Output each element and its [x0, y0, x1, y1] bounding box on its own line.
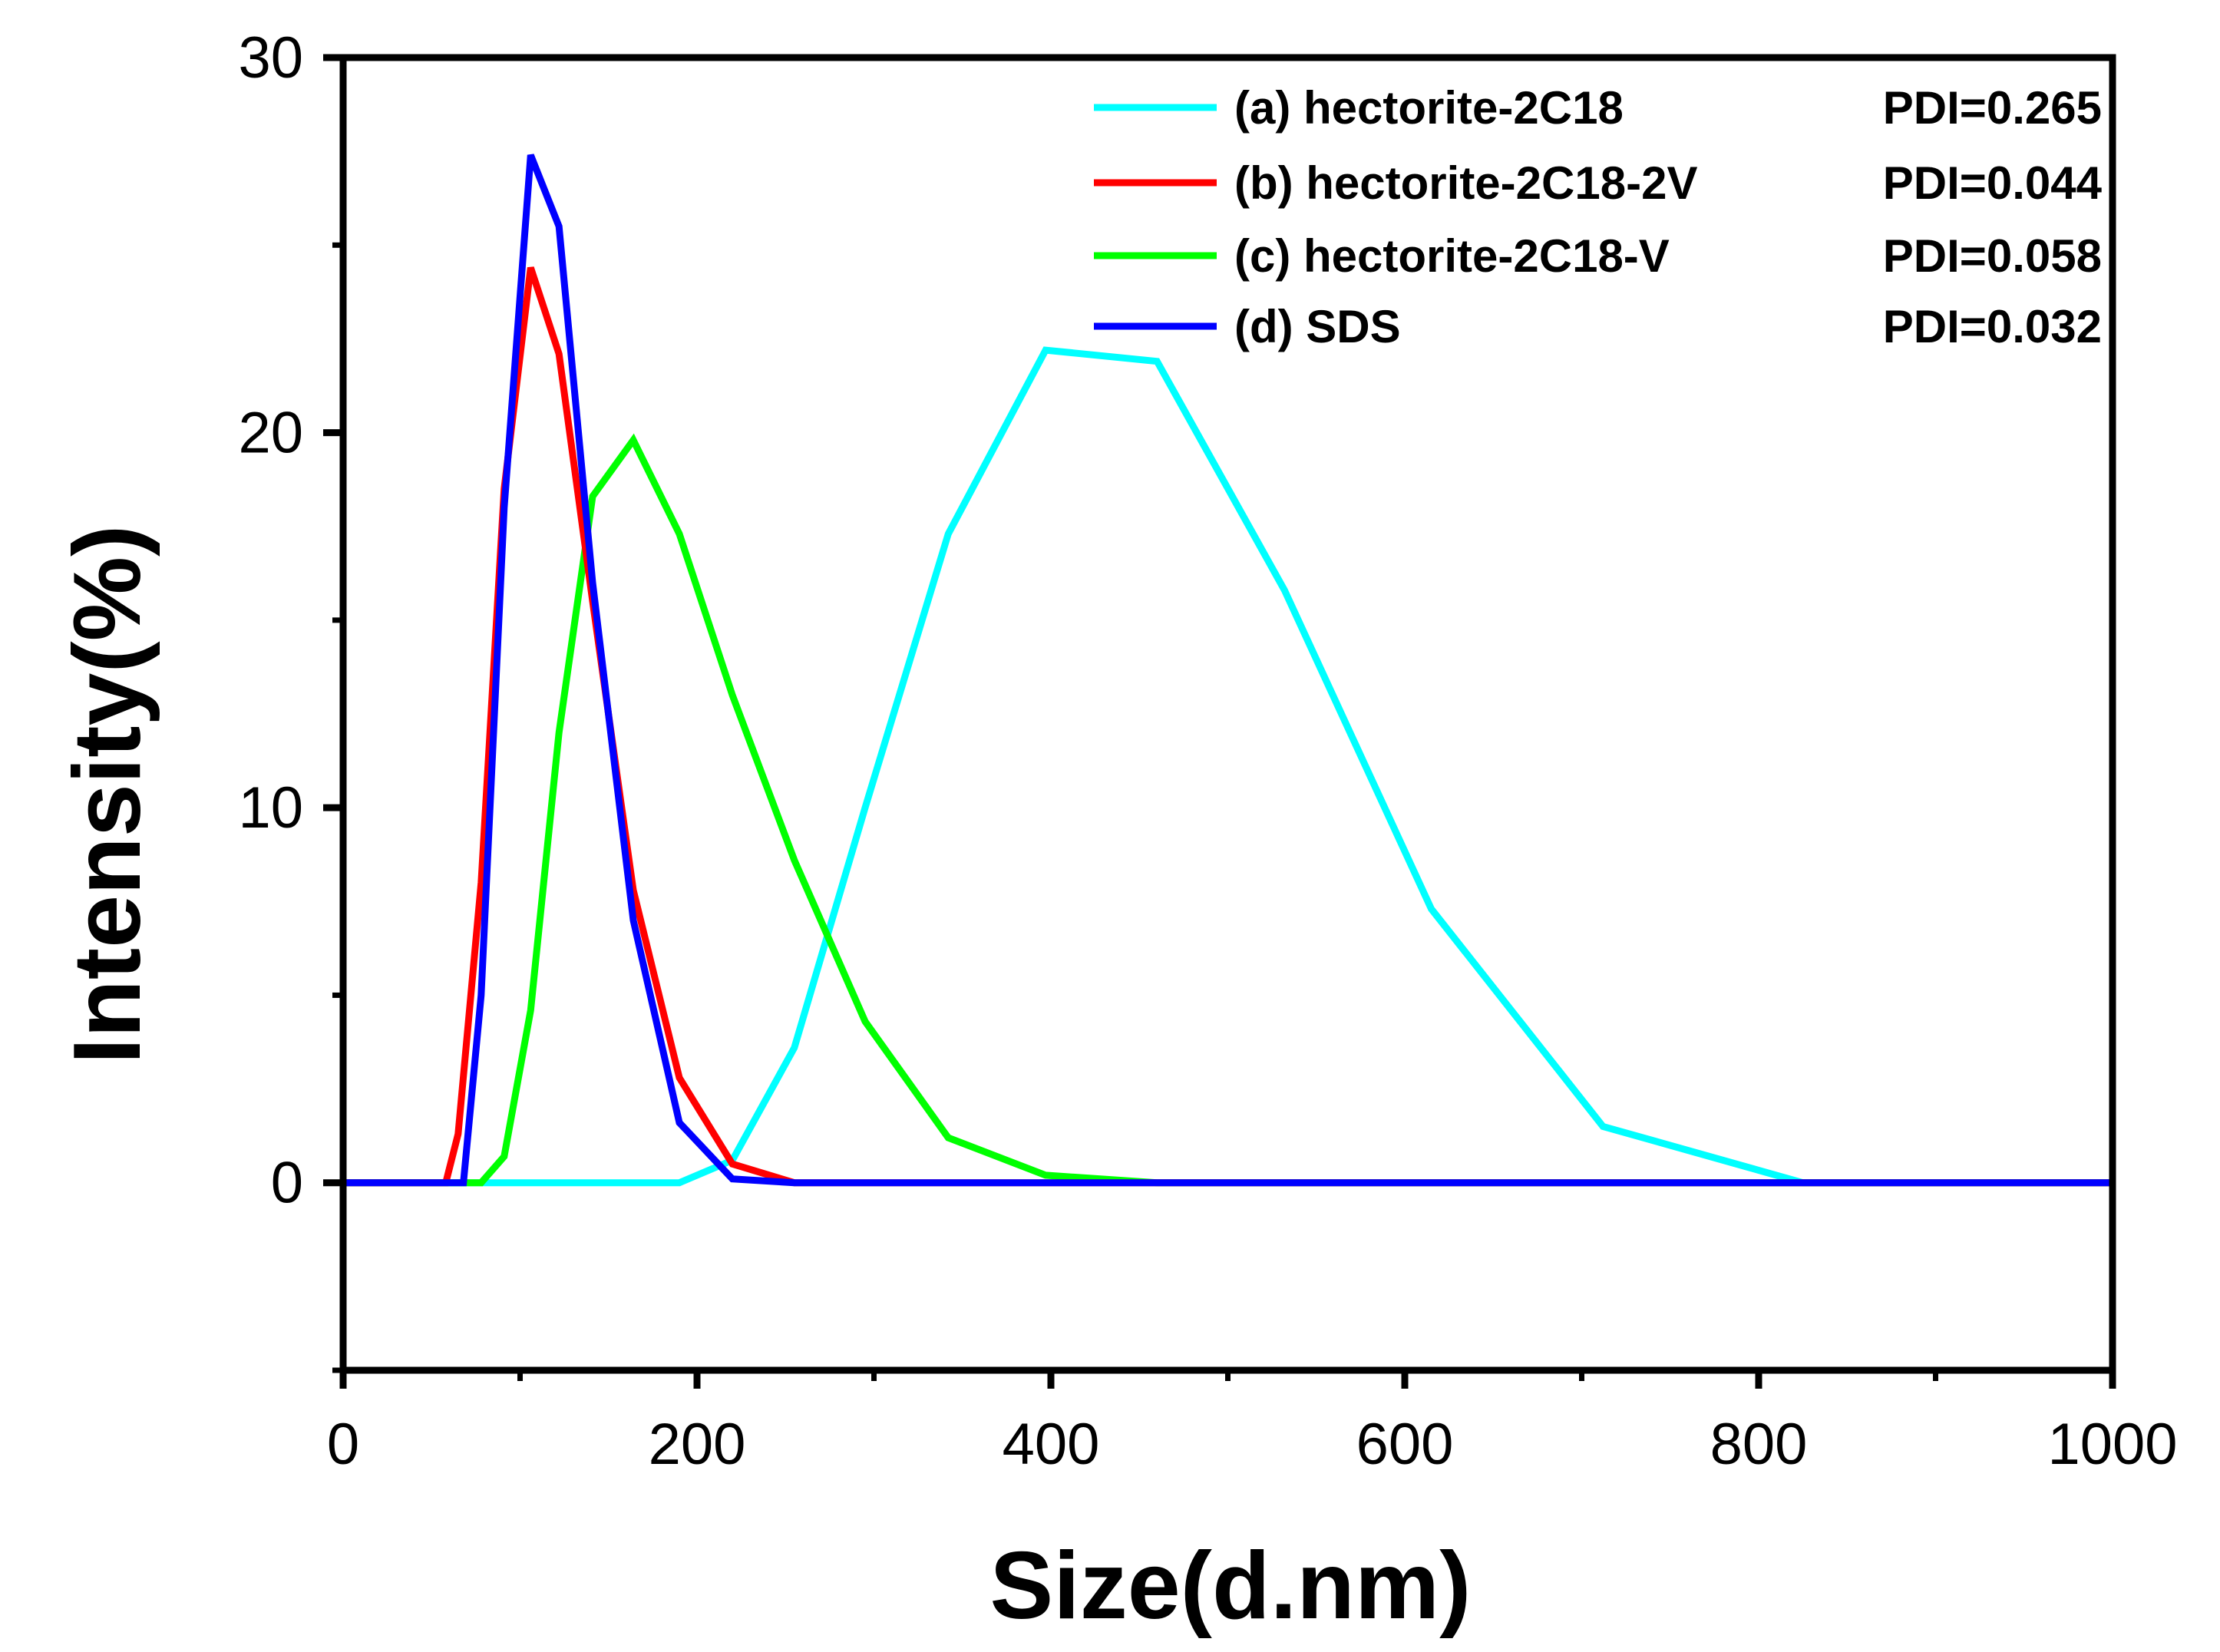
y-tick-label: 10	[238, 775, 303, 841]
x-axis-title: Size(d.nm)	[990, 1533, 1472, 1639]
legend-item: (c) hectorite-2C18-V PDI=0.058	[1094, 230, 2102, 282]
legend-item: (b) hectorite-2C18-2V PDI=0.044	[1094, 157, 2103, 209]
legend-pdi: PDI=0.265	[1883, 82, 2102, 134]
legend: (a) hectorite-2C18 PDI=0.265 (b) hectorite…	[1094, 82, 2103, 352]
legend-label: (a) hectorite-2C18	[1234, 82, 1624, 134]
legend-pdi: PDI=0.032	[1883, 301, 2102, 352]
y-axis-ticks: 0 10 20 30	[238, 25, 343, 1373]
legend-pdi: PDI=0.044	[1883, 157, 2103, 209]
y-tick-label: 30	[238, 25, 303, 91]
legend-item: (a) hectorite-2C18 PDI=0.265	[1094, 82, 2102, 134]
x-axis-ticks: 0 200 400 600 800 1000	[327, 1370, 2178, 1477]
x-tick-label: 400	[1003, 1412, 1100, 1477]
series-line-d	[343, 154, 2113, 1187]
y-tick-label: 0	[271, 1151, 303, 1216]
legend-label: (c) hectorite-2C18-V	[1234, 230, 1670, 282]
legend-pdi: PDI=0.058	[1883, 230, 2102, 282]
legend-label: (d) SDS	[1234, 301, 1401, 352]
x-tick-label: 800	[1710, 1412, 1808, 1477]
legend-label: (b) hectorite-2C18-2V	[1234, 157, 1697, 209]
x-tick-label: 1000	[2047, 1412, 2177, 1477]
y-axis-title: Intensity(%)	[55, 525, 160, 1065]
series-line-c	[343, 433, 2113, 1187]
x-tick-label: 0	[327, 1412, 359, 1477]
series-layer	[343, 154, 2113, 1187]
x-tick-label: 200	[649, 1412, 746, 1477]
legend-item: (d) SDS PDI=0.032	[1094, 301, 2102, 352]
x-tick-label: 600	[1356, 1412, 1454, 1477]
y-tick-label: 20	[238, 401, 303, 466]
series-line-b	[343, 266, 2113, 1187]
